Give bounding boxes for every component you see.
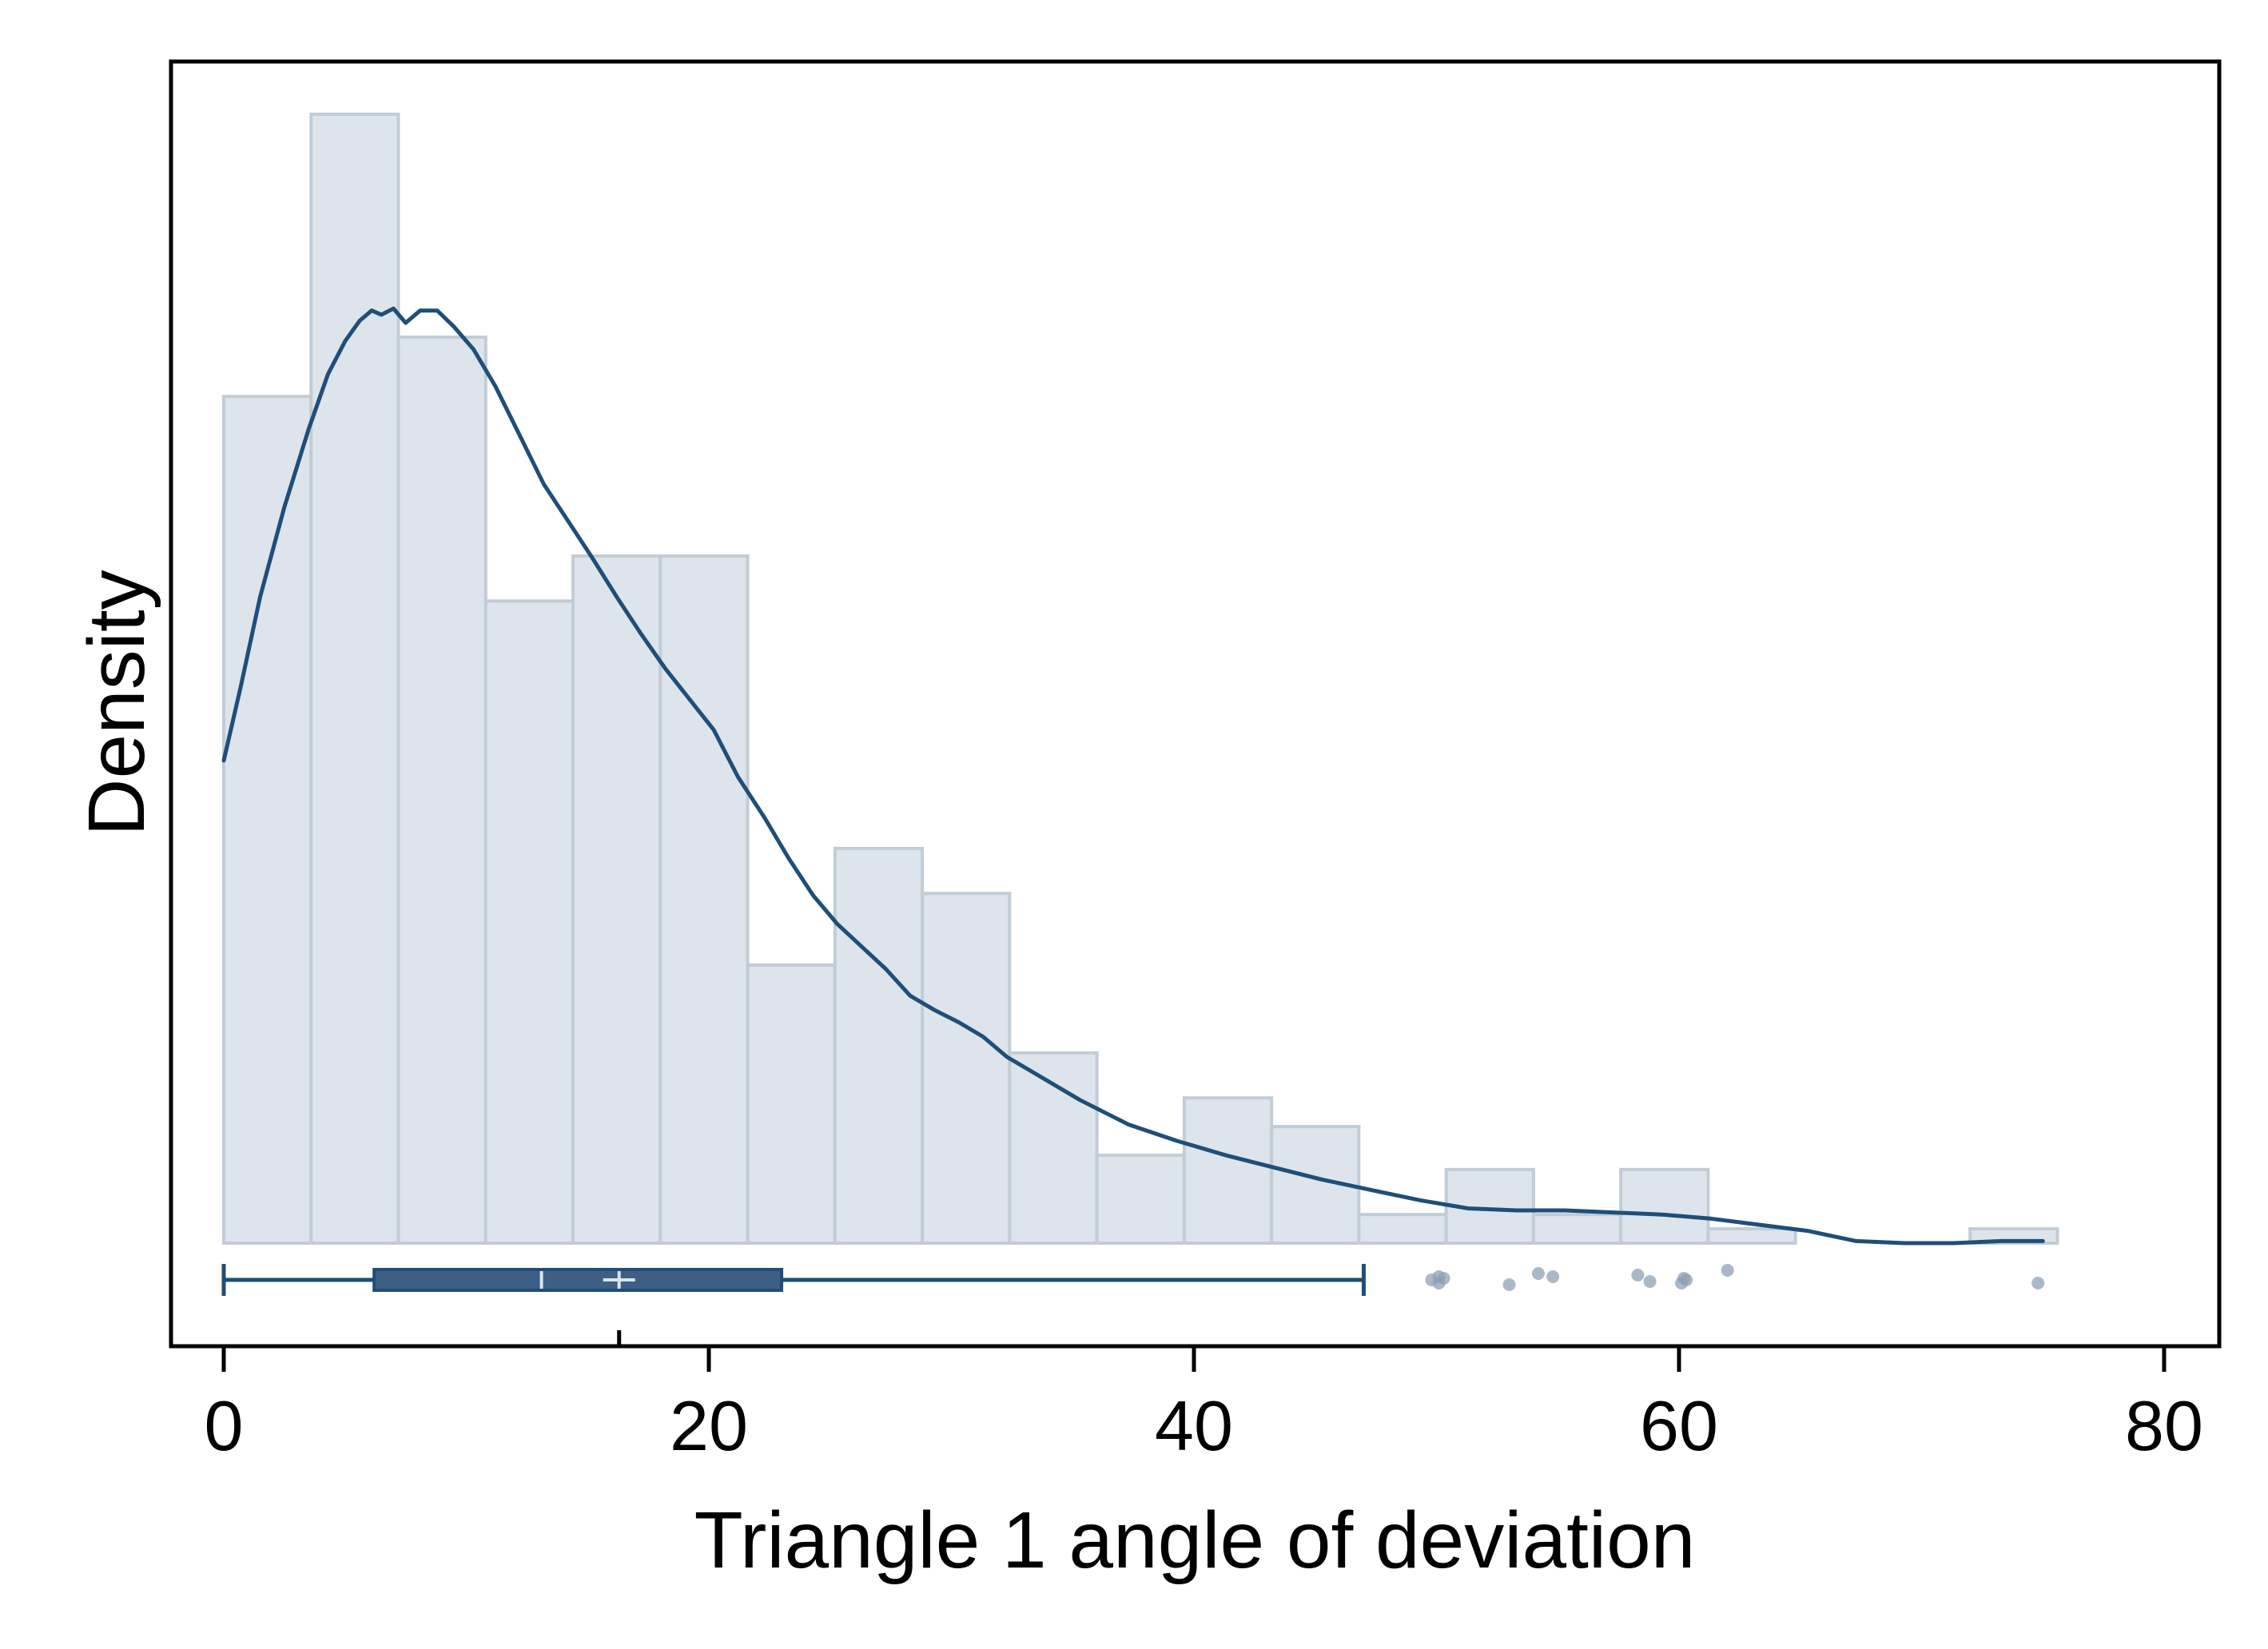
- x-axis-title: Triangle 1 angle of deviation: [694, 1496, 1696, 1585]
- histogram-bar-13: [1357, 1213, 1448, 1246]
- histogram-bar-9: [1008, 1051, 1099, 1245]
- y-axis-title: Density: [72, 570, 161, 836]
- histogram-bars: [222, 113, 2059, 1246]
- histogram-bar-10: [1095, 1153, 1186, 1245]
- x-tick-label-2: 40: [1155, 1386, 1233, 1465]
- x-tick-label-0: 0: [205, 1386, 244, 1465]
- boxplot-outlier-8: [1643, 1275, 1657, 1288]
- histogram-bar-1: [309, 113, 400, 1245]
- histogram-bar-6: [746, 963, 837, 1245]
- boxplot-group: [221, 1264, 2045, 1296]
- kde-line: [221, 306, 2045, 1246]
- boxplot-outlier-5: [1531, 1267, 1545, 1280]
- boxplot-outlier-4: [1502, 1278, 1516, 1291]
- boxplot-outlier-7: [1631, 1269, 1645, 1281]
- histogram-bar-11: [1182, 1096, 1274, 1246]
- boxplot-iqr-box: [372, 1268, 784, 1292]
- histogram-bar-8: [921, 892, 1012, 1246]
- boxplot-outlier-3: [1432, 1270, 1446, 1283]
- x-tick-label-4: 80: [2125, 1386, 2203, 1465]
- histogram-bar-0: [222, 395, 313, 1245]
- boxplot-outlier-11: [1675, 1277, 1689, 1289]
- histogram-bar-2: [396, 336, 487, 1245]
- histogram-bar-16: [1619, 1167, 1710, 1245]
- boxplot-outlier-6: [1546, 1270, 1560, 1283]
- histogram-bar-4: [571, 554, 662, 1245]
- histogram-bar-3: [483, 599, 575, 1245]
- histogram-bar-15: [1531, 1213, 1623, 1246]
- boxplot-outlier-12: [1721, 1264, 1734, 1277]
- histogram-bar-5: [659, 554, 750, 1245]
- histogram-bar-7: [833, 846, 925, 1245]
- x-axis: 0 20 40 60 80: [205, 1330, 2203, 1465]
- x-tick-label-3: 60: [1640, 1386, 1718, 1465]
- histogram-bar-17: [1706, 1227, 1797, 1246]
- kde-curve-group: [221, 306, 2045, 1246]
- boxplot-outlier-13: [2031, 1277, 2045, 1289]
- x-tick-label-1: 20: [670, 1386, 748, 1465]
